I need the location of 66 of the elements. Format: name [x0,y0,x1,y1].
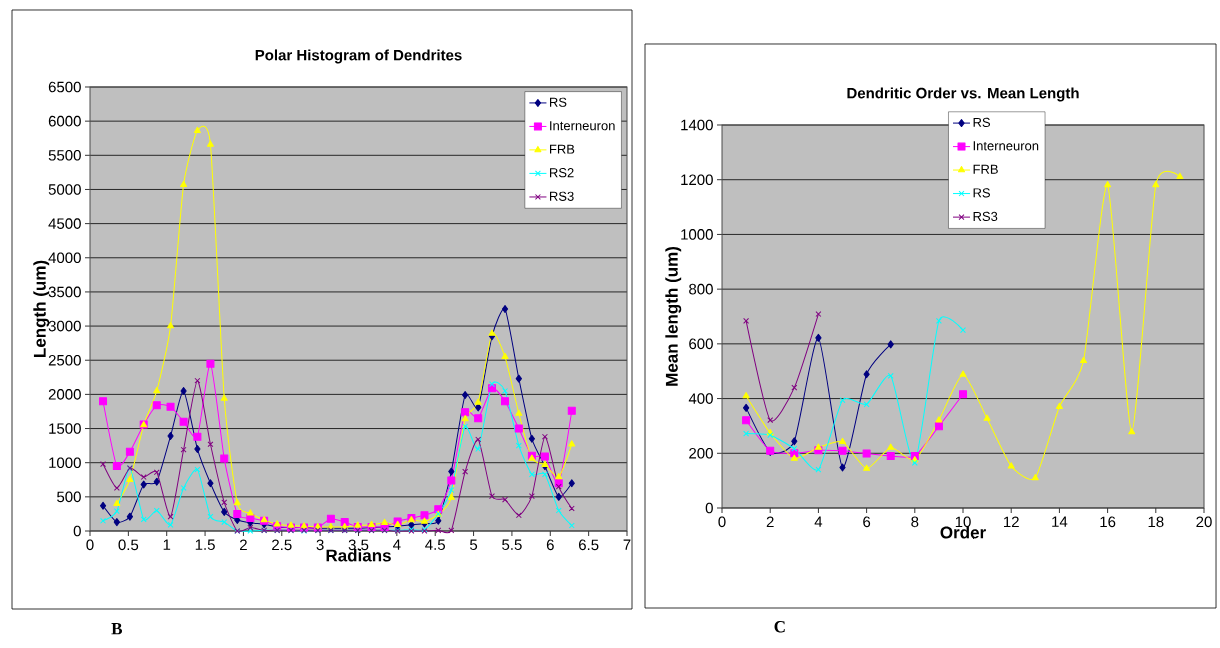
x-tick-label: 16 [1100,516,1116,528]
y-tick-label: 0 [73,525,81,537]
y-tick-label: 1400 [681,119,713,131]
x-axis-title: Radians [326,549,391,562]
x-tick-label: 4 [393,539,401,550]
y-tick-label: 5500 [48,149,81,161]
y-tick-label: 800 [689,283,713,295]
y-tick-label: 3000 [48,320,81,332]
x-tick-label: 2 [766,516,774,528]
x-tick-label: 20 [1196,516,1212,528]
legend-label: RS [550,97,567,107]
x-tick-label: 2.5 [272,539,292,551]
legend-label: RS2 [550,168,574,178]
text: B [111,623,123,635]
y-tick-label: 500 [57,491,81,503]
y-tick-label: 200 [689,447,713,459]
x-axis-title: Order [940,526,986,539]
x-tick-label: 2 [240,539,247,551]
x-tick-label: 3.5 [348,539,369,551]
legend-label: RS3 [973,211,998,222]
y-tick-label: 0 [705,502,713,514]
x-tick-label: 3 [316,539,324,551]
x-tick-label: 5.5 [502,539,522,550]
x-tick-label: 4 [814,516,823,527]
x-tick-label: 12 [1004,516,1019,528]
x-tick-label: 0 [718,516,726,528]
x-tick-label: 1 [163,539,171,550]
x-tick-label: 8 [911,516,919,528]
x-tick-label: 6.5 [578,539,599,551]
x-tick-label: 6 [546,539,554,551]
y-tick-label: 4500 [48,218,81,229]
x-tick-label: 4.5 [425,539,446,550]
x-tick-label: 14 [1052,516,1068,527]
y-tick-label: 1500 [49,423,81,434]
legend-label: RS [973,117,991,127]
y-tick-label: 5000 [48,184,81,195]
y-tick-label: 1000 [681,229,713,240]
y-tick-label: 4000 [48,252,81,264]
y-tick-label: 2000 [48,389,81,400]
legend-label: Interneuron [973,141,1039,151]
y-tick-label: 600 [689,338,713,350]
y-tick-label: 6500 [48,81,81,93]
x-tick-label: 18 [1148,516,1164,528]
x-tick-label: 1.5 [195,539,215,550]
x-tick-label: 0 [86,539,94,551]
x-tick-label: 5 [470,539,478,550]
x-tick-label: 0.5 [118,539,139,551]
legend-label: RS [973,188,991,198]
legend-label: FRB [550,144,575,154]
y-tick-label: 1200 [681,174,713,186]
chart-title: Polar Histogram of Dendrites [255,49,462,64]
y-tick-label: 400 [688,393,713,404]
x-tick-label: 10 [955,516,971,528]
y-axis-title: Length (um) [33,260,50,357]
text: C [774,621,785,633]
x-tick-label: 7 [623,539,631,550]
legend-label: FRB [973,164,998,174]
y-tick-label: 1000 [49,457,81,468]
y-axis-title: Mean length (um) [665,246,682,386]
legend-label: RS3 [550,191,574,201]
legend-label: Interneuron [550,121,615,131]
x-tick-label: 6 [863,516,871,528]
chart-title: Dendritic Order vs. Mean Length [847,87,1079,102]
y-tick-label: 2500 [48,354,81,366]
y-tick-label: 3500 [48,286,81,298]
y-tick-label: 6000 [48,115,81,127]
